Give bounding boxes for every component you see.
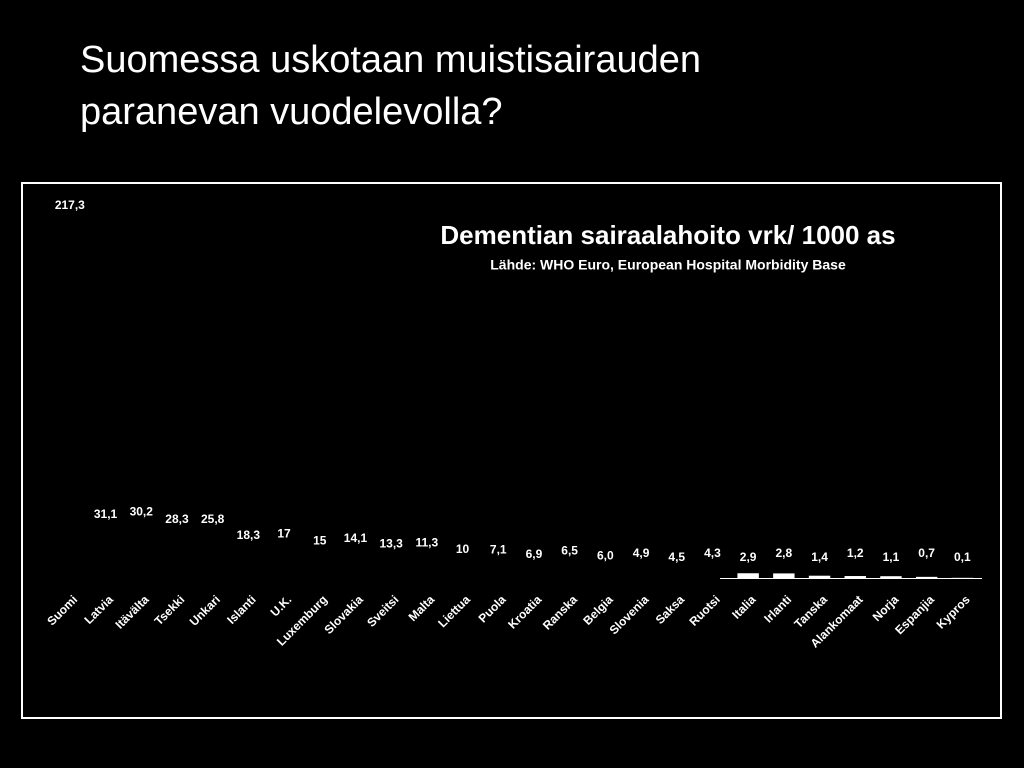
data-label: 10: [456, 542, 470, 556]
data-label: 11,3: [415, 536, 438, 550]
x-tick-label: Ranska: [540, 592, 580, 632]
x-tick-label: Sveitsi: [364, 592, 401, 629]
bar: [701, 570, 724, 578]
data-label: 1,4: [811, 550, 828, 564]
x-tick-label: Norja: [870, 592, 902, 624]
bar: [344, 554, 367, 578]
data-label: 2,8: [776, 546, 793, 560]
data-label: 30,2: [130, 505, 154, 519]
data-label: 14,1: [344, 531, 368, 545]
x-tick-label: Islanti: [224, 592, 258, 626]
chart-title: Dementian sairaalahoito vrk/ 1000 as: [440, 220, 895, 250]
data-label: 4,5: [668, 550, 685, 564]
data-label: 25,8: [201, 512, 225, 526]
bar: [808, 575, 831, 578]
bar: [523, 566, 545, 578]
data-label: 4,9: [633, 546, 650, 560]
data-label: 6,9: [526, 547, 543, 561]
slide-title: Suomessa uskotaan muistisairauden: [80, 39, 701, 81]
x-tick-label: Irlanti: [761, 592, 794, 625]
bar: [880, 576, 902, 578]
x-tick-label: Puola: [476, 592, 509, 625]
data-label: 0,1: [954, 550, 971, 564]
data-label: 28,3: [165, 512, 189, 526]
bar: [666, 570, 688, 578]
data-label: 1,2: [847, 546, 864, 560]
data-label: 13,3: [379, 536, 403, 550]
data-label: 4,3: [704, 546, 721, 560]
x-tick-label: Unkari: [187, 592, 223, 628]
x-tick-label: Tsekki: [152, 592, 188, 628]
x-tick-label: Italia: [729, 592, 758, 621]
x-tick-label: Slovakia: [321, 592, 366, 637]
x-tick-label: Saksa: [653, 592, 688, 627]
data-label: 6,5: [561, 544, 578, 558]
chart-frame: [21, 182, 1002, 719]
slide-title: paranevan vuodelevolla?: [80, 91, 503, 133]
data-label: 7,1: [490, 543, 507, 557]
bar: [558, 567, 581, 578]
x-tick-label: Slovenia: [607, 592, 652, 637]
bar: [166, 531, 188, 578]
bar: [130, 528, 152, 578]
data-label: 2,9: [740, 550, 757, 564]
data-label: 18,3: [237, 528, 261, 542]
bar: [59, 222, 81, 578]
bar: [737, 573, 759, 578]
x-tick-label: Suomi: [44, 592, 80, 628]
bar: [94, 527, 117, 578]
bar: [487, 566, 509, 578]
data-label: 15: [313, 534, 327, 548]
bar: [309, 553, 331, 578]
bar: [273, 550, 295, 578]
bar: [237, 548, 260, 578]
x-tick-label: Kroatia: [505, 592, 544, 631]
data-label: 0,7: [918, 546, 935, 560]
bar: [380, 556, 402, 578]
x-tick-label: Malta: [406, 592, 438, 624]
x-tick-label: Espanjia: [892, 592, 937, 637]
bar: [630, 569, 652, 578]
x-tick-label: Liettua: [435, 592, 473, 630]
chart-subtitle: Lähde: WHO Euro, European Hospital Morbi…: [490, 257, 846, 273]
data-label: 1,1: [883, 550, 900, 564]
bar: [451, 561, 474, 578]
data-label: 17: [277, 526, 291, 540]
data-label: 6,0: [597, 548, 614, 562]
x-tick-label: U.K.: [268, 592, 295, 619]
x-tick-label: Ruotsi: [687, 592, 723, 628]
bar: [594, 568, 617, 578]
bar: [773, 573, 795, 578]
x-tick-label: Itävälta: [112, 592, 151, 631]
bar: [201, 535, 224, 578]
x-tick-label: Kypros: [934, 592, 973, 631]
bar: [915, 576, 938, 578]
data-label: 217,3: [55, 198, 85, 212]
x-tick-label: Latvia: [81, 592, 116, 627]
bar: [416, 559, 438, 578]
data-label: 31,1: [94, 507, 118, 521]
bar: [844, 576, 866, 578]
